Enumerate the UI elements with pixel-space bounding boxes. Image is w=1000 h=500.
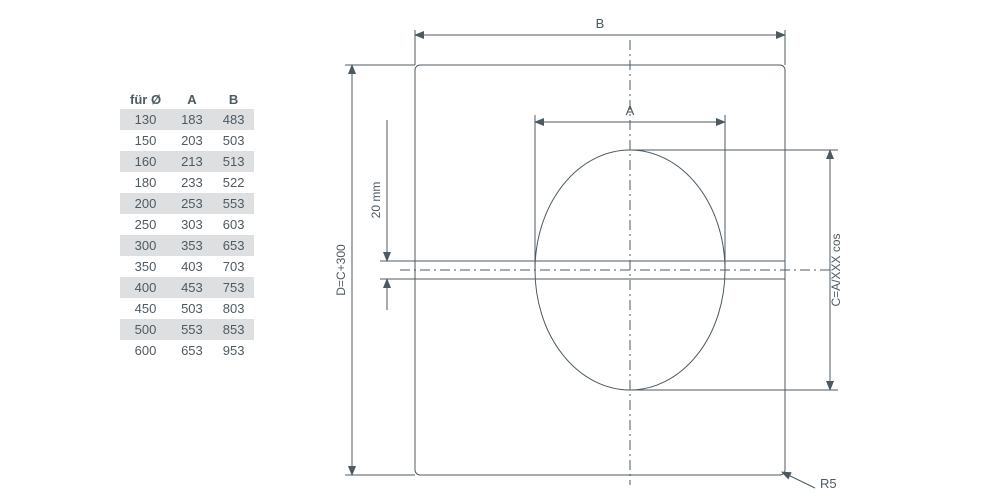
table-cell: 183	[171, 109, 213, 130]
table-cell: 553	[171, 319, 213, 340]
table-cell: 450	[120, 298, 171, 319]
figure: für Ø A B 130183483150203503160213513180…	[0, 0, 1000, 500]
table-cell: 500	[120, 319, 171, 340]
table-cell: 150	[120, 130, 171, 151]
table-row: 160213513	[120, 151, 254, 172]
table-cell: 250	[120, 214, 171, 235]
r5-label: R5	[820, 476, 837, 490]
table-cell: 303	[171, 214, 213, 235]
table-cell: 130	[120, 109, 171, 130]
dim-A-label: A	[626, 103, 635, 118]
table-cell: 180	[120, 172, 171, 193]
dim-gap-label: 20 mm	[369, 182, 383, 219]
table-cell: 503	[171, 298, 213, 319]
table-cell: 553	[213, 193, 255, 214]
table-cell: 853	[213, 319, 255, 340]
table-cell: 600	[120, 340, 171, 361]
table-cell: 522	[213, 172, 255, 193]
table-cell: 503	[213, 130, 255, 151]
table-cell: 513	[213, 151, 255, 172]
table-header-row: für Ø A B	[120, 90, 254, 109]
table-row: 350403703	[120, 256, 254, 277]
table-cell: 653	[213, 235, 255, 256]
table-row: 600653953	[120, 340, 254, 361]
col-A: A	[171, 90, 213, 109]
table-cell: 453	[171, 277, 213, 298]
table-cell: 400	[120, 277, 171, 298]
dimension-table: für Ø A B 130183483150203503160213513180…	[120, 90, 254, 361]
col-dia: für Ø	[120, 90, 171, 109]
table-cell: 653	[171, 340, 213, 361]
technical-drawing: B A D=C+300 20 mm C=A/XXX cos	[330, 10, 860, 490]
table-row: 250303603	[120, 214, 254, 235]
table-row: 200253553	[120, 193, 254, 214]
table-cell: 213	[171, 151, 213, 172]
table-cell: 753	[213, 277, 255, 298]
table-row: 500553853	[120, 319, 254, 340]
table-cell: 203	[171, 130, 213, 151]
table-cell: 253	[171, 193, 213, 214]
dim-D-label: D=C+300	[334, 244, 348, 296]
table-cell: 603	[213, 214, 255, 235]
table-row: 300353653	[120, 235, 254, 256]
table-cell: 300	[120, 235, 171, 256]
table-cell: 160	[120, 151, 171, 172]
table-cell: 233	[171, 172, 213, 193]
table-cell: 200	[120, 193, 171, 214]
table-cell: 803	[213, 298, 255, 319]
table-cell: 353	[171, 235, 213, 256]
table-row: 450503803	[120, 298, 254, 319]
r5-leader	[782, 472, 815, 488]
table-row: 400453753	[120, 277, 254, 298]
col-B: B	[213, 90, 255, 109]
table-cell: 403	[171, 256, 213, 277]
table-cell: 483	[213, 109, 255, 130]
dim-C-label: C=A/XXX cos	[829, 233, 843, 306]
dim-B-label: B	[596, 16, 605, 31]
table-row: 180233522	[120, 172, 254, 193]
table-cell: 350	[120, 256, 171, 277]
table-cell: 953	[213, 340, 255, 361]
table-cell: 703	[213, 256, 255, 277]
table-row: 130183483	[120, 109, 254, 130]
table-row: 150203503	[120, 130, 254, 151]
